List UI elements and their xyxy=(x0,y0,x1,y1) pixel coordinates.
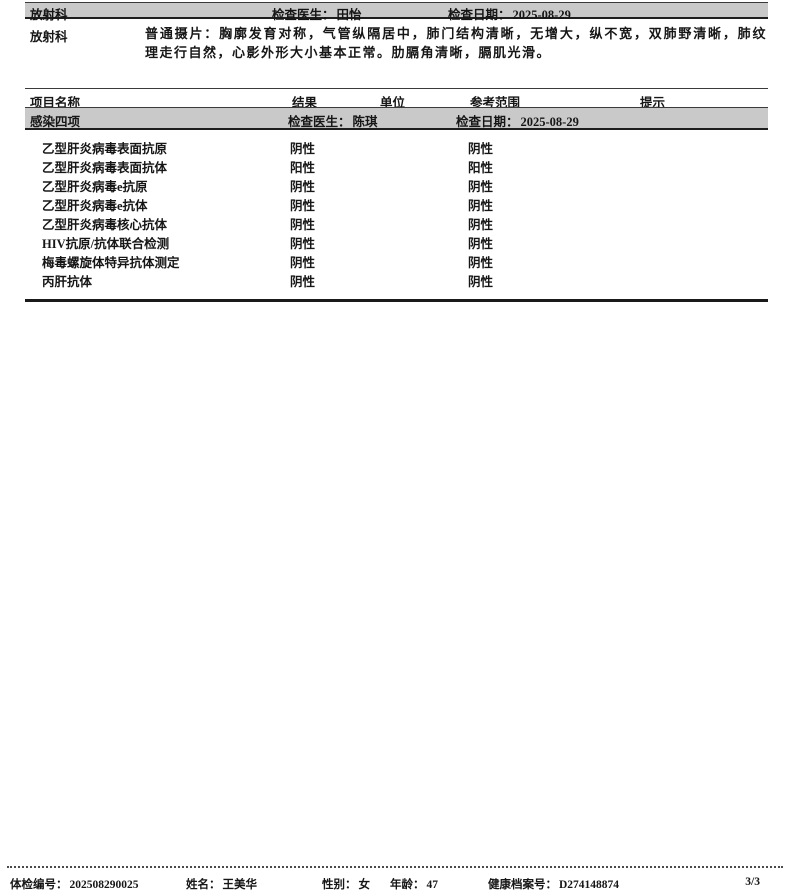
infection-doctor-label: 检查医生： xyxy=(288,115,351,129)
footer-name-label: 姓名： xyxy=(186,879,221,891)
row-result: 阴性 xyxy=(290,237,316,251)
row-reference: 阴性 xyxy=(468,237,494,251)
row-result: 阴性 xyxy=(290,275,316,289)
table-bottom-rule xyxy=(25,299,768,302)
footer-archive-no-label: 健康档案号： xyxy=(488,879,557,891)
col-header-unit: 单位 xyxy=(380,96,406,110)
footer-age-value: 47 xyxy=(426,879,439,891)
footer-age-label: 年龄： xyxy=(390,879,425,891)
footer-name-value: 王美华 xyxy=(222,879,258,891)
radiology-date-label: 检查日期： xyxy=(448,8,511,22)
col-header-item-name: 项目名称 xyxy=(30,96,81,110)
radiology-section-title: 放射科 xyxy=(30,8,68,22)
footer-exam-no-label: 体检编号： xyxy=(10,879,68,891)
row-reference: 阴性 xyxy=(468,256,494,270)
radiology-row-dept-label: 放射科 xyxy=(30,30,68,44)
table-row: 梅毒螺旋体特异抗体测定 阴性 阴性 xyxy=(0,252,790,271)
table-row: 乙型肝炎病毒核心抗体 阴性 阴性 xyxy=(0,214,790,233)
row-result: 阴性 xyxy=(290,199,316,213)
row-result: 阴性 xyxy=(290,180,316,194)
row-item-name: 乙型肝炎病毒核心抗体 xyxy=(42,218,168,232)
row-result: 阳性 xyxy=(290,161,316,175)
footer-name: 姓名： 王美华 xyxy=(186,876,257,892)
infection-doctor: 检查医生： 陈琪 xyxy=(288,111,378,130)
infection-doctor-value: 陈琪 xyxy=(352,115,378,129)
row-reference: 阴性 xyxy=(468,199,494,213)
footer-dotted-rule xyxy=(7,866,783,868)
footer-gender-value: 女 xyxy=(358,879,371,891)
row-result: 阴性 xyxy=(290,256,316,270)
radiology-doctor-label: 检查医生： xyxy=(272,8,335,22)
results-rows: 乙型肝炎病毒表面抗原 阴性 阴性 乙型肝炎病毒表面抗体 阳性 阳性 乙型肝炎病毒… xyxy=(0,138,790,290)
row-item-name: HIV抗原/抗体联合检测 xyxy=(42,237,170,251)
radiology-doctor: 检查医生： 田怡 xyxy=(272,4,362,23)
col-header-hint: 提示 xyxy=(640,96,666,110)
infection-date: 检查日期： 2025-08-29 xyxy=(456,111,579,130)
table-header-top-rule xyxy=(25,88,768,89)
row-reference: 阴性 xyxy=(468,275,494,289)
row-reference: 阴性 xyxy=(468,142,494,156)
radiology-date: 检查日期： 2025-08-29 xyxy=(448,4,571,23)
row-item-name: 梅毒螺旋体特异抗体测定 xyxy=(42,256,180,270)
footer-archive-no-value: D274148874 xyxy=(559,879,620,891)
row-item-name: 乙型肝炎病毒e抗原 xyxy=(42,180,148,194)
footer-age: 年龄： 47 xyxy=(390,876,438,892)
infection-date-value: 2025-08-29 xyxy=(520,115,579,129)
row-item-name: 乙型肝炎病毒表面抗体 xyxy=(42,161,168,175)
table-row: 丙肝抗体 阴性 阴性 xyxy=(0,271,790,290)
table-row: 乙型肝炎病毒表面抗原 阴性 阴性 xyxy=(0,138,790,157)
footer-archive-no: 健康档案号： D274148874 xyxy=(488,876,619,892)
footer-page-number: 3/3 xyxy=(745,876,760,888)
row-item-name: 乙型肝炎病毒表面抗原 xyxy=(42,142,168,156)
radiology-date-value: 2025-08-29 xyxy=(512,8,571,22)
table-row: 乙型肝炎病毒e抗体 阴性 阴性 xyxy=(0,195,790,214)
row-reference: 阴性 xyxy=(468,218,494,232)
infection-date-label: 检查日期： xyxy=(456,115,519,129)
row-item-name: 丙肝抗体 xyxy=(42,275,93,289)
infection-group-band xyxy=(25,107,768,130)
table-row: 乙型肝炎病毒表面抗体 阳性 阳性 xyxy=(0,157,790,176)
row-result: 阴性 xyxy=(290,218,316,232)
row-result: 阴性 xyxy=(290,142,316,156)
radiology-finding-text: 普通摄片：胸廓发育对称，气管纵隔居中，肺门结构清晰，无增大，纵不宽，双肺野清晰，… xyxy=(145,26,767,60)
footer-exam-no: 体检编号： 202508290025 xyxy=(10,876,139,892)
radiology-section-header-band xyxy=(25,2,768,19)
radiology-doctor-value: 田怡 xyxy=(336,8,362,22)
footer-gender: 性别：女 xyxy=(322,876,370,892)
row-reference: 阳性 xyxy=(468,161,494,175)
footer-exam-no-value: 202508290025 xyxy=(69,879,139,891)
footer-gender-label: 性别： xyxy=(322,879,357,891)
table-row: 乙型肝炎病毒e抗原 阴性 阴性 xyxy=(0,176,790,195)
col-header-result: 结果 xyxy=(292,96,318,110)
col-header-reference: 参考范围 xyxy=(470,96,521,110)
row-reference: 阴性 xyxy=(468,180,494,194)
row-item-name: 乙型肝炎病毒e抗体 xyxy=(42,199,148,213)
infection-group-title: 感染四项 xyxy=(30,115,81,129)
table-row: HIV抗原/抗体联合检测 阴性 阴性 xyxy=(0,233,790,252)
